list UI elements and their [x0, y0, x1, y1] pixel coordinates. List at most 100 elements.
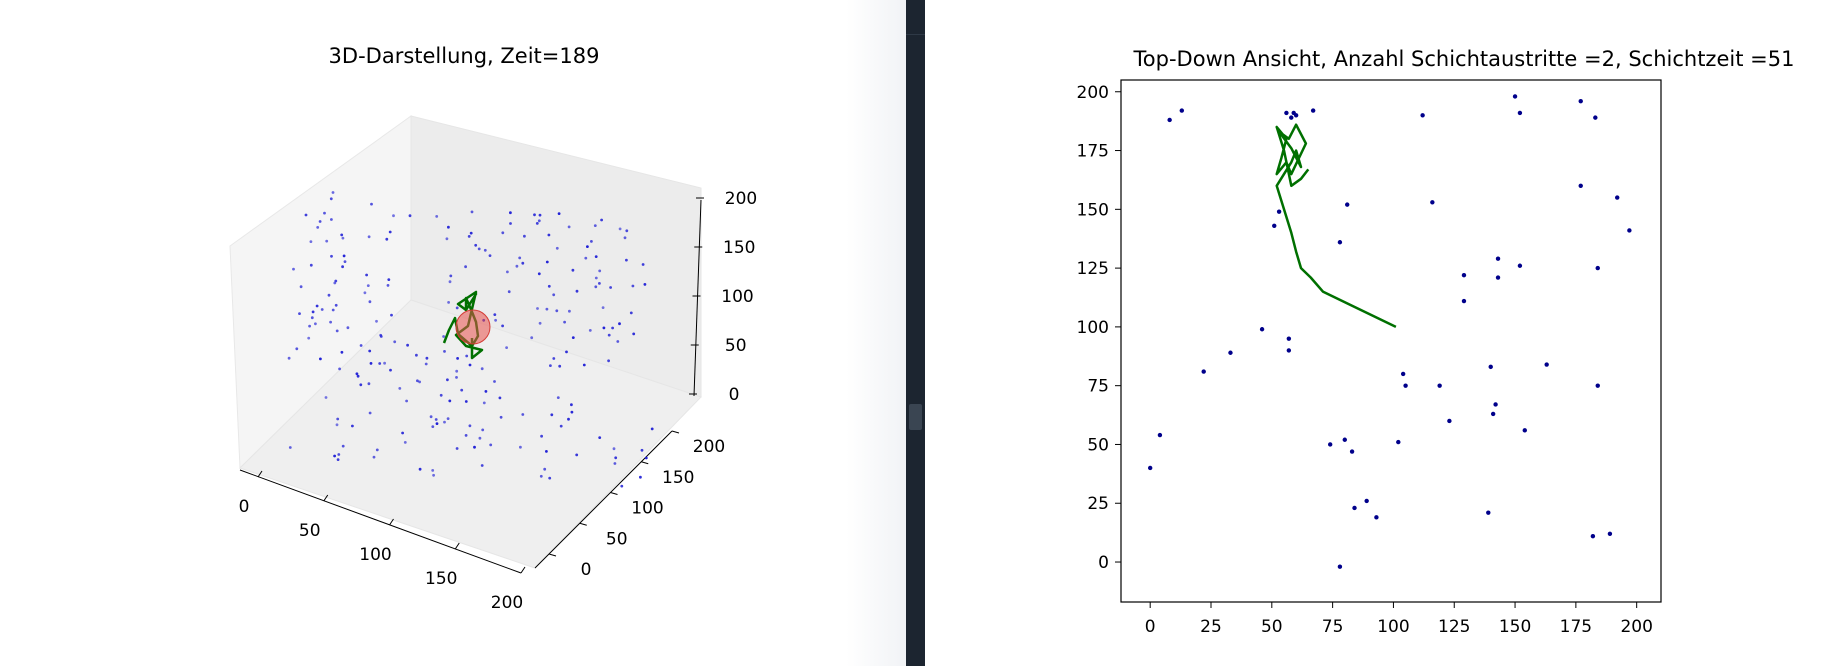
data-point	[481, 428, 485, 432]
data-point	[398, 387, 402, 390]
data-point	[310, 316, 314, 320]
data-point	[1615, 195, 1620, 200]
data-point	[341, 236, 345, 240]
data-point	[299, 285, 303, 289]
data-point	[335, 329, 339, 333]
data-point	[1352, 505, 1357, 511]
data-point	[536, 307, 539, 310]
data-point	[625, 229, 629, 233]
data-point	[1286, 336, 1292, 341]
data-point	[590, 240, 593, 243]
y-tick-label: 50	[606, 529, 628, 549]
data-point	[588, 329, 592, 332]
data-point	[1420, 113, 1425, 118]
x-tick-label: 0	[1145, 617, 1156, 637]
data-point	[1486, 510, 1491, 515]
x-tick	[389, 518, 394, 526]
y-tick	[641, 461, 649, 465]
data-point	[469, 231, 473, 235]
data-point	[359, 344, 363, 347]
data-point	[447, 225, 450, 229]
data-point	[558, 364, 562, 368]
data-point	[480, 464, 484, 467]
data-point	[568, 309, 571, 313]
data-point	[435, 422, 439, 425]
data-point	[323, 211, 326, 215]
data-point	[1259, 327, 1265, 332]
data-point	[1327, 442, 1333, 447]
data-point	[425, 356, 429, 360]
data-point	[325, 239, 329, 243]
plot-3d-title: 3D-Darstellung, Zeit=189	[329, 44, 600, 68]
data-point	[548, 476, 552, 480]
data-point	[543, 467, 547, 471]
data-point	[618, 227, 622, 231]
data-point	[408, 214, 412, 218]
data-point	[556, 396, 560, 399]
data-point	[336, 417, 340, 421]
y-tick-label: 100	[631, 499, 663, 519]
x-tick	[257, 470, 263, 478]
data-point	[501, 231, 505, 235]
data-point	[431, 469, 435, 472]
data-point	[468, 363, 472, 367]
data-point	[432, 473, 435, 477]
data-point	[445, 237, 449, 241]
data-point	[1490, 411, 1496, 417]
data-point	[1578, 183, 1583, 189]
data-point	[545, 307, 549, 311]
data-point	[330, 218, 333, 221]
data-point	[308, 324, 311, 328]
data-point	[506, 270, 509, 274]
data-point	[519, 445, 522, 449]
y-tick-label: 125	[1077, 259, 1109, 279]
data-point	[416, 379, 419, 383]
data-point	[594, 285, 598, 289]
data-point	[629, 311, 633, 315]
data-point	[351, 424, 354, 428]
data-point	[557, 212, 561, 216]
data-point	[333, 454, 336, 458]
data-point	[493, 380, 496, 383]
data-point	[1430, 200, 1435, 205]
data-point	[1396, 439, 1401, 445]
data-point	[378, 362, 382, 365]
panel-splitter[interactable]	[906, 0, 925, 666]
z-tick-label: 150	[723, 238, 755, 258]
splitter-handle[interactable]	[909, 404, 922, 430]
data-point	[355, 372, 359, 376]
x-tick-label: 50	[1261, 617, 1283, 637]
data-point	[439, 393, 443, 397]
data-point	[584, 256, 588, 260]
data-point	[609, 286, 612, 289]
x-axis-line	[239, 469, 522, 574]
data-point	[537, 272, 541, 276]
data-point	[367, 382, 371, 386]
data-point	[550, 413, 554, 417]
data-point	[375, 448, 379, 452]
data-point	[538, 321, 542, 325]
data-point	[295, 347, 299, 351]
data-point	[418, 467, 422, 471]
data-point	[1447, 418, 1452, 424]
data-point	[467, 235, 471, 238]
data-point	[470, 210, 474, 214]
data-point	[480, 367, 484, 371]
data-point	[625, 258, 628, 262]
data-point	[618, 322, 621, 326]
data-point	[331, 191, 335, 194]
data-point	[1627, 228, 1632, 233]
data-point	[644, 456, 648, 460]
data-point	[1607, 531, 1613, 537]
data-point	[379, 335, 383, 338]
data-point	[389, 368, 392, 372]
y-tick-label: 100	[1077, 318, 1109, 338]
panel-edge-fade	[846, 0, 906, 666]
data-point	[372, 455, 376, 459]
data-point	[555, 246, 559, 250]
x-tick	[454, 542, 460, 550]
data-point	[356, 374, 360, 378]
data-point	[567, 417, 570, 421]
data-point	[547, 284, 551, 288]
data-point	[369, 362, 373, 365]
